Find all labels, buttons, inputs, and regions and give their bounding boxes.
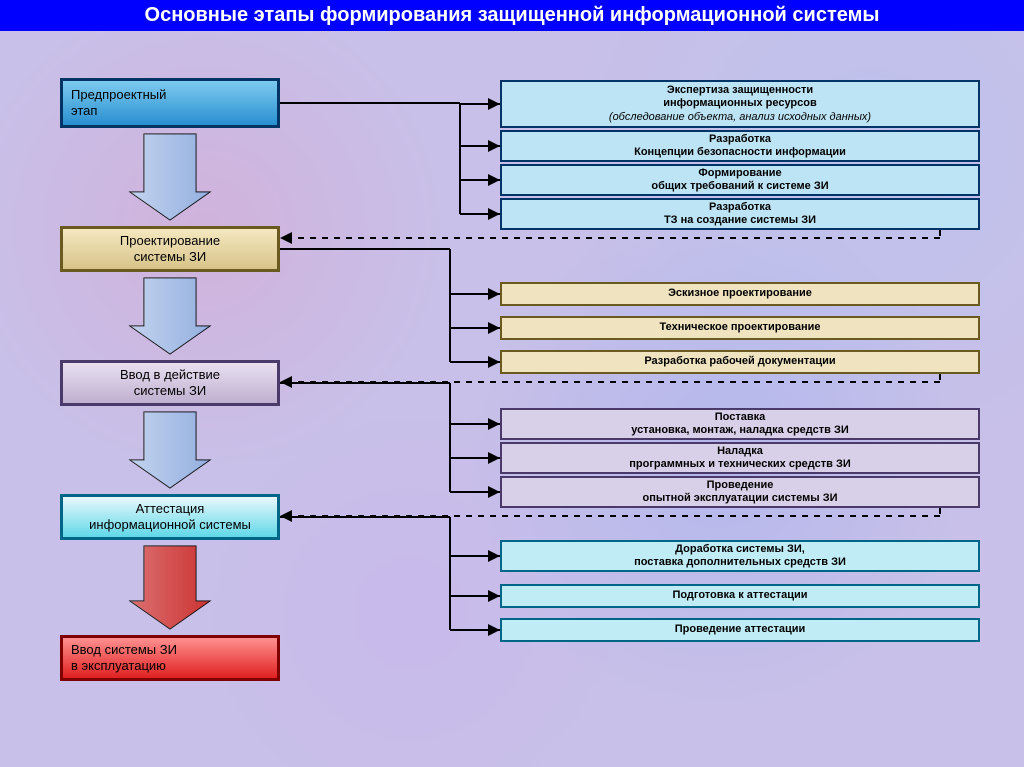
task-label: Техническое проектирование	[506, 321, 974, 334]
task-t13: Проведение аттестации	[500, 618, 980, 642]
stage-label: Аттестация	[71, 501, 269, 517]
task-t7: Разработка рабочей документации	[500, 350, 980, 374]
stage-label: Проектирование	[71, 233, 269, 249]
task-label: Разработка	[506, 201, 974, 214]
task-label: Подготовка к аттестации	[506, 589, 974, 602]
down-arrow-s3	[130, 412, 210, 488]
stage-s2: Проектированиесистемы ЗИ	[60, 226, 280, 272]
task-label: поставка дополнительных средств ЗИ	[506, 556, 974, 569]
task-label: Наладка	[506, 445, 974, 458]
task-label: общих требований к системе ЗИ	[506, 180, 974, 193]
stage-s1: Предпроектный этап	[60, 78, 280, 128]
stage-label: Предпроектный	[71, 87, 269, 103]
task-t8: Поставкаустановка, монтаж, наладка средс…	[500, 408, 980, 440]
task-label: Поставка	[506, 411, 974, 424]
task-label: опытной эксплуатации системы ЗИ	[506, 492, 974, 505]
stage-s3: Ввод в действиесистемы ЗИ	[60, 360, 280, 406]
task-t9: Наладкапрограммных и технических средств…	[500, 442, 980, 474]
task-label: Разработка рабочей документации	[506, 355, 974, 368]
task-t11: Доработка системы ЗИ,поставка дополнител…	[500, 540, 980, 572]
task-t12: Подготовка к аттестации	[500, 584, 980, 608]
down-arrow-s2	[130, 278, 210, 354]
task-label: Проведение	[506, 479, 974, 492]
task-label: Экспертиза защищенности	[506, 84, 974, 97]
stage-label: системы ЗИ	[71, 383, 269, 399]
stage-label: этап	[71, 103, 269, 119]
task-label: установка, монтаж, наладка средств ЗИ	[506, 424, 974, 437]
task-t10: Проведениеопытной эксплуатации системы З…	[500, 476, 980, 508]
task-label: Формирование	[506, 167, 974, 180]
task-label: Эскизное проектирование	[506, 287, 974, 300]
task-label: Доработка системы ЗИ,	[506, 543, 974, 556]
task-label: ТЗ на создание системы ЗИ	[506, 214, 974, 227]
stage-label: Ввод системы ЗИ	[71, 642, 269, 658]
task-sublabel: (обследование объекта, анализ исходных д…	[506, 111, 974, 124]
stage-s4: Аттестацияинформационной системы	[60, 494, 280, 540]
task-t5: Эскизное проектирование	[500, 282, 980, 306]
task-t3: Формированиеобщих требований к системе З…	[500, 164, 980, 196]
stage-label: Ввод в действие	[71, 367, 269, 383]
stage-label: в эксплуатацию	[71, 658, 269, 674]
down-arrow-s1	[130, 134, 210, 220]
stage-label: информационной системы	[71, 517, 269, 533]
task-label: Разработка	[506, 133, 974, 146]
task-label: информационных ресурсов	[506, 97, 974, 110]
task-label: программных и технических средств ЗИ	[506, 458, 974, 471]
task-t6: Техническое проектирование	[500, 316, 980, 340]
stage-label: системы ЗИ	[71, 249, 269, 265]
page-title: Основные этапы формирования защищенной и…	[0, 0, 1024, 31]
down-arrow-s4	[130, 546, 210, 629]
stage-s5: Ввод системы ЗИв эксплуатацию	[60, 635, 280, 681]
task-t4: РазработкаТЗ на создание системы ЗИ	[500, 198, 980, 230]
task-label: Проведение аттестации	[506, 623, 974, 636]
task-t1: Экспертиза защищенностиинформационных ре…	[500, 80, 980, 128]
task-t2: РазработкаКонцепции безопасности информа…	[500, 130, 980, 162]
task-label: Концепции безопасности информации	[506, 146, 974, 159]
